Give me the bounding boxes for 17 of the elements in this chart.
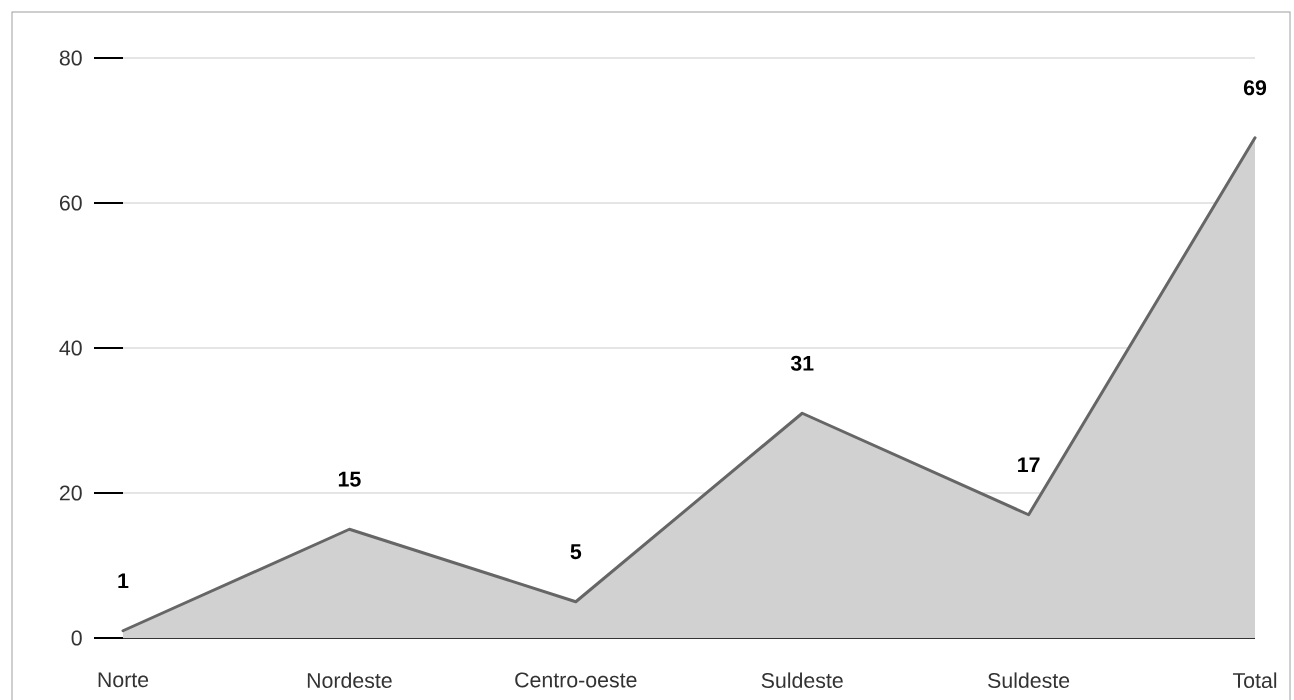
data-label: 31 <box>790 355 814 371</box>
y-tick-label: 40 <box>59 340 82 356</box>
x-tick-label: Suldeste <box>761 672 843 689</box>
data-label: 17 <box>1018 457 1040 473</box>
data-label: 5 <box>570 544 582 560</box>
x-tick-label: Total <box>1232 672 1277 689</box>
y-tick-label: 0 <box>71 630 82 646</box>
x-tick-label: Nordeste <box>307 672 392 689</box>
y-tick-label: 60 <box>59 195 82 211</box>
x-tick-label: Norte <box>98 672 149 688</box>
y-tick-label: 80 <box>59 50 82 66</box>
x-tick-label: Suldeste <box>988 672 1070 689</box>
y-tick-label: 20 <box>59 485 82 501</box>
data-label: 69 <box>1243 80 1267 96</box>
x-tick-label: Centro-oeste <box>515 672 637 688</box>
data-label: 15 <box>338 471 361 487</box>
data-label: 1 <box>118 573 129 589</box>
